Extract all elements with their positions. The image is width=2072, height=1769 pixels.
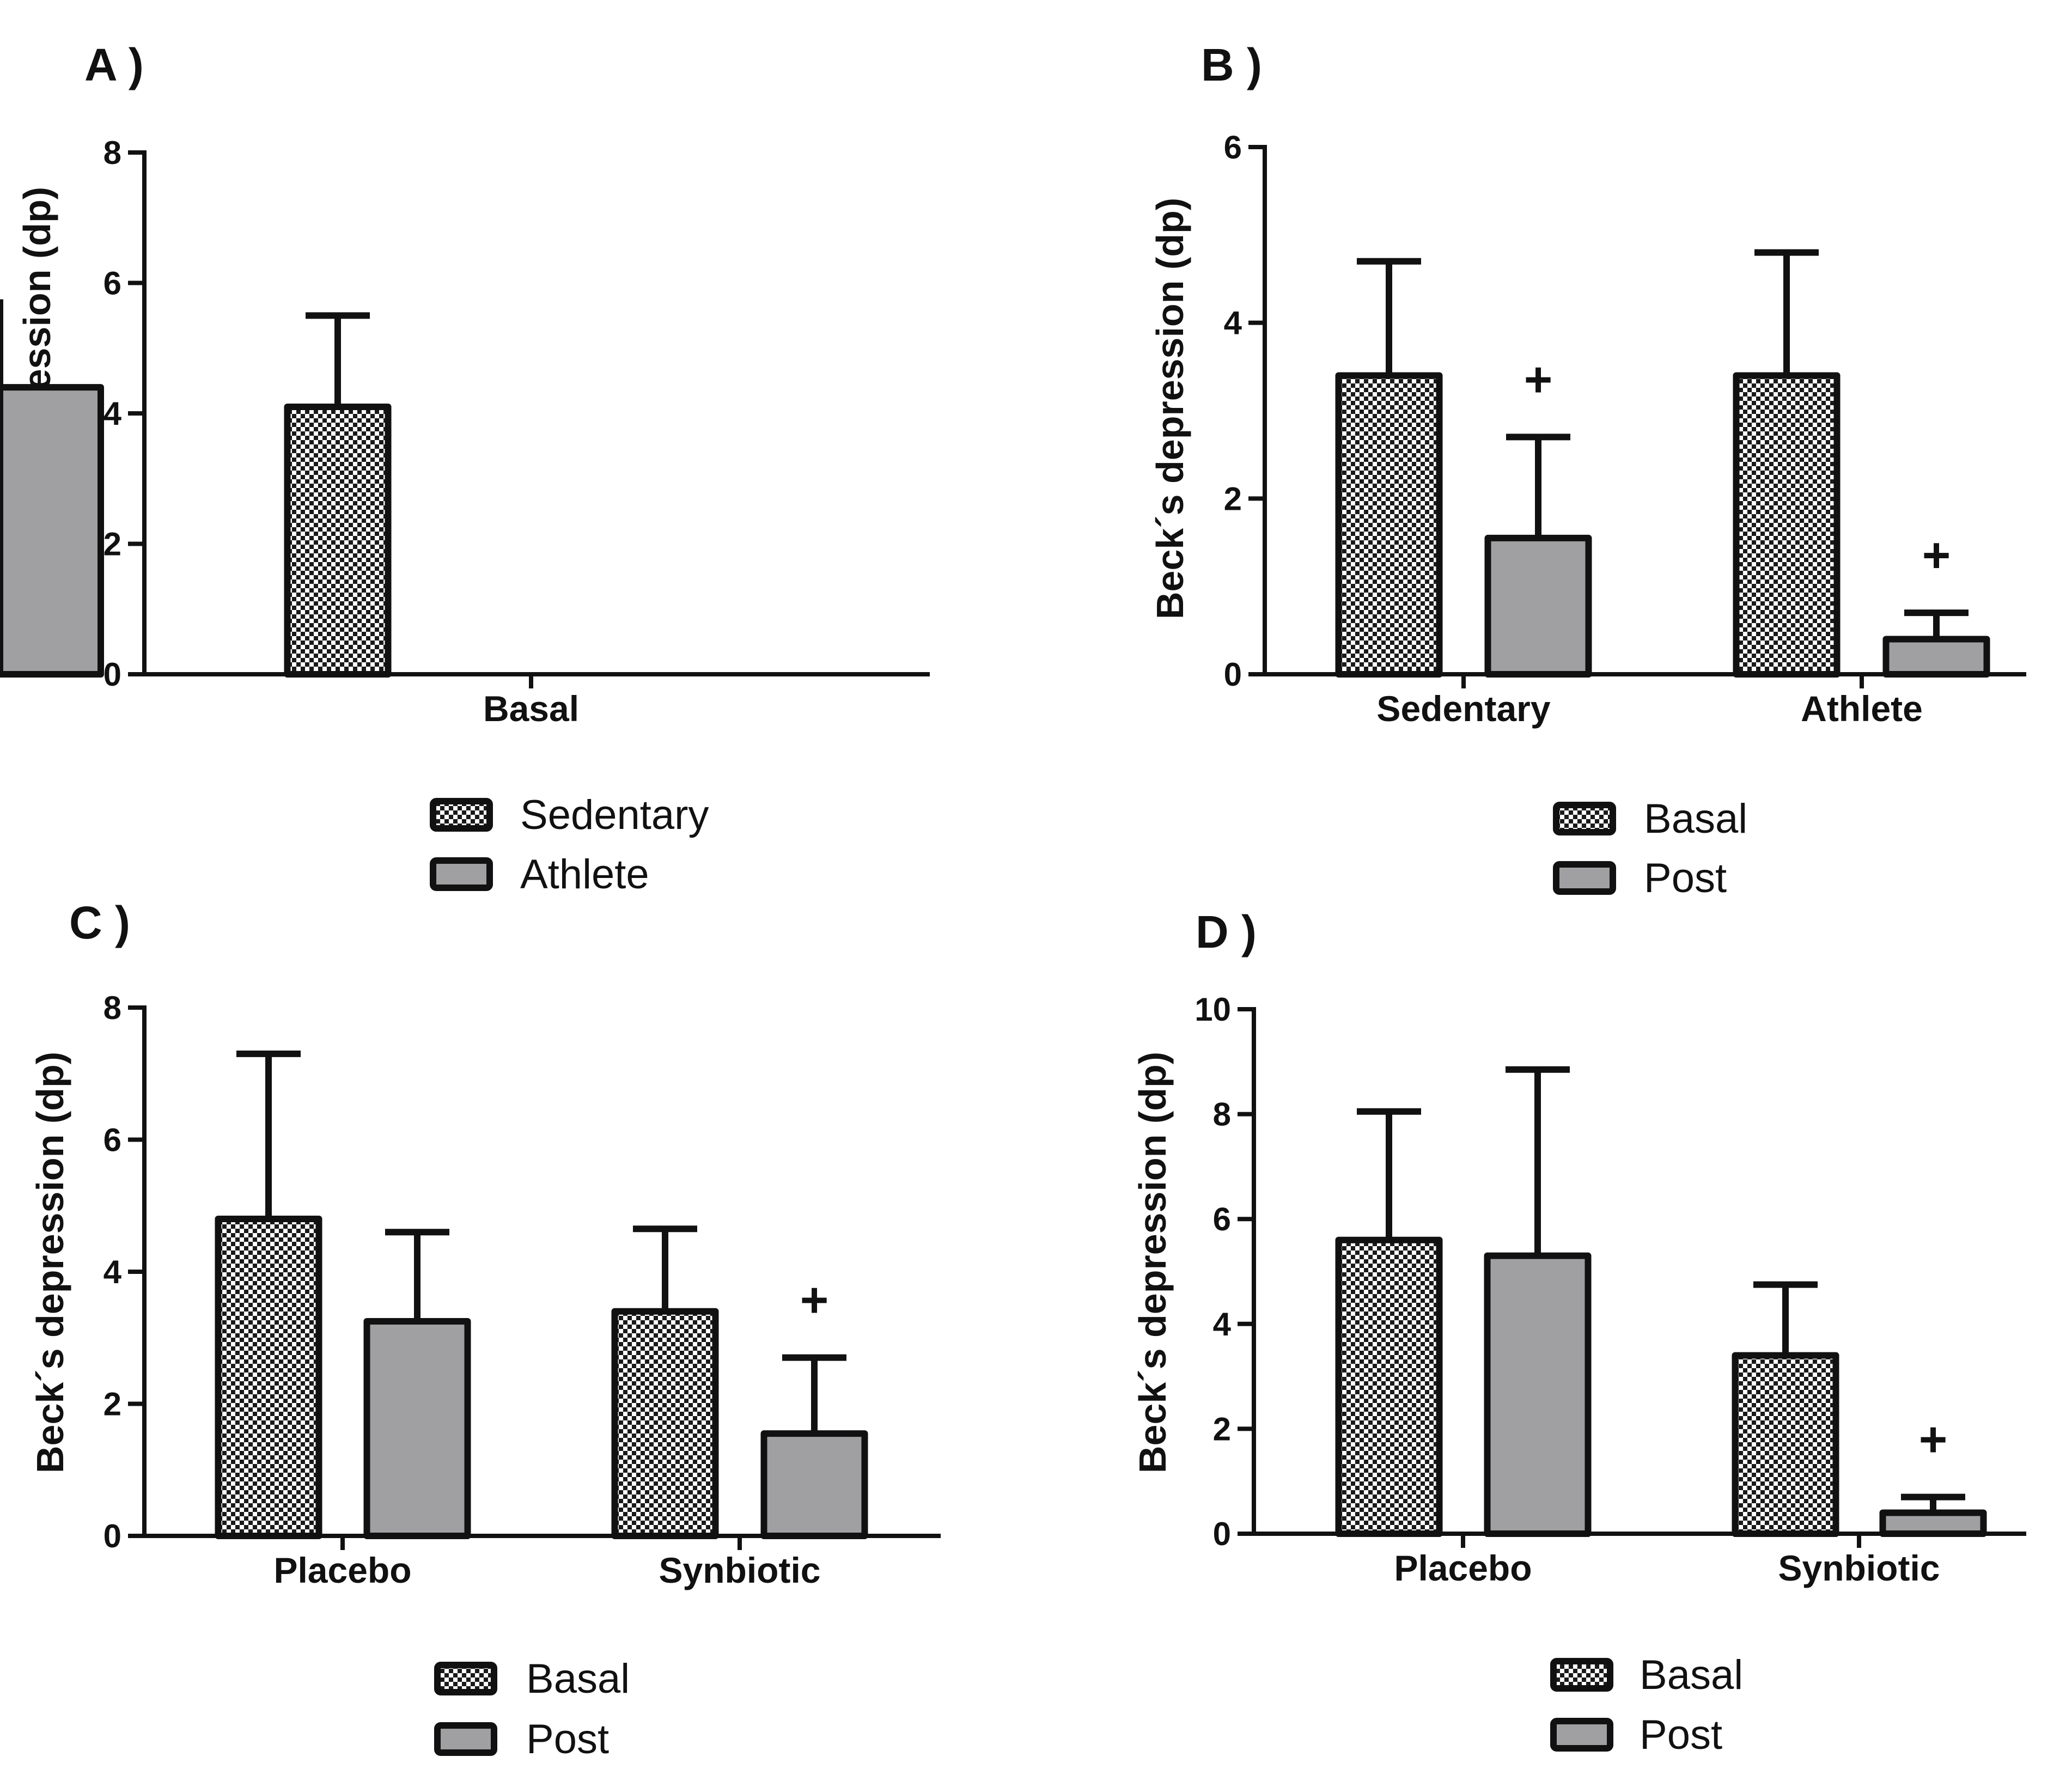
legend: Basal Post xyxy=(1550,1652,1743,1758)
bar xyxy=(1882,636,1990,678)
bar xyxy=(1484,534,1592,678)
legend-swatch-checker xyxy=(1553,802,1616,835)
legend-item-1: Post xyxy=(1550,1712,1722,1758)
legend-item-0: Basal xyxy=(1550,1652,1743,1698)
bar xyxy=(1733,372,1841,678)
legend: Basal Post xyxy=(1553,796,1747,901)
y-axis-title: Beck´s depression (dp) xyxy=(1149,198,1191,619)
y-tick-label: 8 xyxy=(1213,1096,1231,1133)
y-tick-label: 0 xyxy=(103,1518,121,1554)
legend-label: Basal xyxy=(1640,1652,1743,1698)
x-tick-label: Placebo xyxy=(1394,1548,1532,1588)
bar xyxy=(1484,1252,1592,1538)
legend-label: Post xyxy=(526,1716,609,1762)
x-tick-label: Athlete xyxy=(1801,688,1923,729)
bar xyxy=(1335,372,1443,678)
legend-swatch-checker xyxy=(430,798,493,832)
legend-swatch-checker xyxy=(1550,1658,1613,1692)
plot-area: 0 2 4 6 8 Basal xyxy=(0,135,930,729)
y-tick-label: 0 xyxy=(1213,1516,1231,1552)
legend-item-1: Post xyxy=(434,1716,609,1762)
bar xyxy=(363,1317,471,1539)
legend-swatch-solid xyxy=(430,857,493,891)
legend-item-0: Basal xyxy=(434,1656,630,1702)
y-tick-label: 2 xyxy=(1224,480,1242,517)
y-axis-title: Beck´s depression (dp) xyxy=(29,1052,71,1473)
bar xyxy=(760,1430,868,1539)
bar xyxy=(611,1308,719,1539)
y-tick-label: 4 xyxy=(1213,1306,1232,1343)
plot-area: +0 2 4 6 8 10 Placebo Synbiotic xyxy=(1195,991,2026,1588)
plot-area: +0 2 4 6 8 Placebo Synbiotic xyxy=(103,990,941,1590)
y-tick-label: 2 xyxy=(103,526,121,563)
significance-mark: + xyxy=(1919,1413,1948,1467)
significance-mark: + xyxy=(1524,352,1553,407)
bar xyxy=(1335,1236,1443,1537)
panel-label: C ) xyxy=(69,897,130,948)
y-axis-title: Beck´s depression (dp) xyxy=(1131,1052,1174,1473)
legend-item-0: Sedentary xyxy=(430,792,709,838)
plot-area: + +0 2 4 6 Sedentary Athlete xyxy=(1224,129,2026,729)
legend-item-0: Basal xyxy=(1553,796,1747,842)
x-tick-label: Placebo xyxy=(273,1550,411,1590)
y-tick-label: 2 xyxy=(103,1386,121,1423)
y-tick-label: 8 xyxy=(103,990,121,1026)
significance-mark: + xyxy=(1922,528,1951,583)
y-tick-label: 4 xyxy=(103,395,122,432)
panel-d: D ) Beck´s depression (dp) +0 2 4 6 8 10 Place… xyxy=(1131,906,2026,1758)
y-tick-label: 4 xyxy=(103,1254,122,1290)
legend-label: Basal xyxy=(526,1656,630,1702)
legend-label: Sedentary xyxy=(520,792,709,838)
y-tick-label: 8 xyxy=(103,135,121,171)
legend-item-1: Post xyxy=(1553,855,1727,901)
legend-swatch-checker xyxy=(434,1662,497,1695)
panel-b: B ) Beck´s depression (dp) + +0 2 4 6 Sedenta… xyxy=(1149,39,2026,901)
y-tick-label: 4 xyxy=(1224,305,1242,341)
bar xyxy=(284,404,392,678)
legend-swatch-solid xyxy=(434,1722,497,1756)
bar xyxy=(215,1216,322,1539)
significance-mark: + xyxy=(800,1273,829,1328)
panel-c: C ) Beck´s depression (dp) +0 2 4 6 8 Placebo… xyxy=(29,897,941,1762)
y-tick-label: 6 xyxy=(1213,1201,1231,1237)
y-tick-label: 2 xyxy=(1213,1411,1231,1447)
legend-label: Basal xyxy=(1644,796,1747,842)
bar xyxy=(1732,1352,1839,1538)
legend-label: Post xyxy=(1640,1712,1722,1758)
panel-label: B ) xyxy=(1201,39,1262,90)
x-tick-label: Sedentary xyxy=(1376,688,1550,729)
y-tick-label: 0 xyxy=(103,656,121,693)
y-tick-label: 6 xyxy=(1224,129,1242,166)
x-tick-label: Synbiotic xyxy=(659,1550,820,1590)
bar xyxy=(0,384,104,678)
x-tick-label: Basal xyxy=(483,688,579,729)
y-tick-label: 10 xyxy=(1195,991,1231,1028)
bar xyxy=(1879,1509,1987,1537)
legend: Sedentary Athlete xyxy=(430,792,709,898)
panel-label: D ) xyxy=(1196,906,1257,957)
legend-swatch-solid xyxy=(1550,1718,1613,1752)
legend-label: Post xyxy=(1644,855,1727,901)
y-tick-label: 6 xyxy=(103,1122,121,1158)
legend: Basal Post xyxy=(434,1656,630,1762)
legend-label: Athlete xyxy=(520,851,649,898)
x-tick-label: Synbiotic xyxy=(1778,1548,1940,1588)
panel-label: A ) xyxy=(84,39,144,90)
legend-item-1: Athlete xyxy=(430,851,649,898)
legend-swatch-solid xyxy=(1553,861,1616,895)
y-tick-label: 6 xyxy=(103,265,121,302)
y-tick-label: 0 xyxy=(1224,656,1242,693)
